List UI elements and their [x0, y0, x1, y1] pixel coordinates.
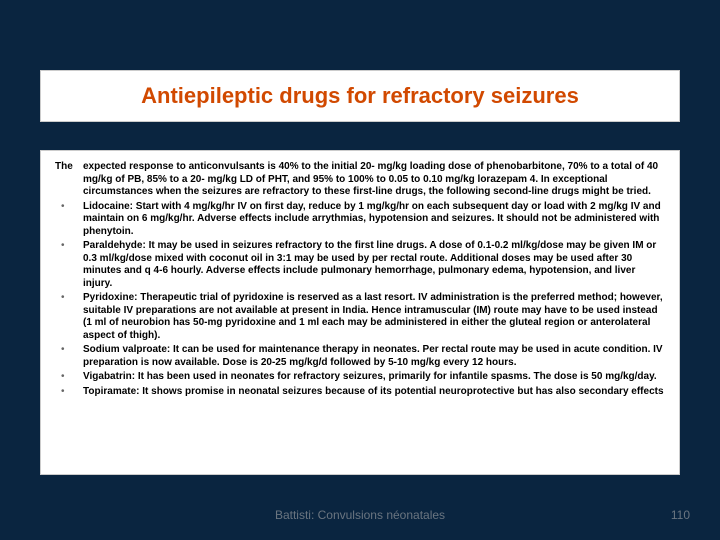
bullet-row: • Paraldehyde: It may be used in seizure… — [55, 240, 665, 290]
page-number: 110 — [671, 508, 690, 522]
bullet-row: • Sodium valproate: It can be used for m… — [55, 344, 665, 369]
bullet-text: Sodium valproate: It can be used for mai… — [83, 344, 665, 369]
intro-label: The — [55, 161, 83, 199]
bullet-text: Lidocaine: Start with 4 mg/kg/hr IV on f… — [83, 201, 665, 239]
intro-text: expected response to anticonvulsants is … — [83, 161, 665, 199]
footer-text: Battisti: Convulsions néonatales — [0, 508, 720, 522]
slide-title: Antiepileptic drugs for refractory seizu… — [61, 83, 659, 109]
bullet-text: Paraldehyde: It may be used in seizures … — [83, 240, 665, 290]
intro-row: The expected response to anticonvulsants… — [55, 161, 665, 199]
bullet-marker: • — [55, 292, 83, 342]
bullet-marker: • — [55, 371, 83, 384]
bullet-row: • Vigabatrin: It has been used in neonat… — [55, 371, 665, 384]
bullet-row: • Pyridoxine: Therapeutic trial of pyrid… — [55, 292, 665, 342]
bullet-text: Vigabatrin: It has been used in neonates… — [83, 371, 665, 384]
bullet-marker: • — [55, 201, 83, 239]
bullet-marker: • — [55, 344, 83, 369]
content-container: The expected response to anticonvulsants… — [40, 150, 680, 475]
bullet-marker: • — [55, 386, 83, 399]
bullet-row: • Topiramate: It shows promise in neonat… — [55, 386, 665, 399]
bullet-row: • Lidocaine: Start with 4 mg/kg/hr IV on… — [55, 201, 665, 239]
bullet-text: Topiramate: It shows promise in neonatal… — [83, 386, 665, 399]
bullet-text: Pyridoxine: Therapeutic trial of pyridox… — [83, 292, 665, 342]
title-container: Antiepileptic drugs for refractory seizu… — [40, 70, 680, 122]
bullet-marker: • — [55, 240, 83, 290]
